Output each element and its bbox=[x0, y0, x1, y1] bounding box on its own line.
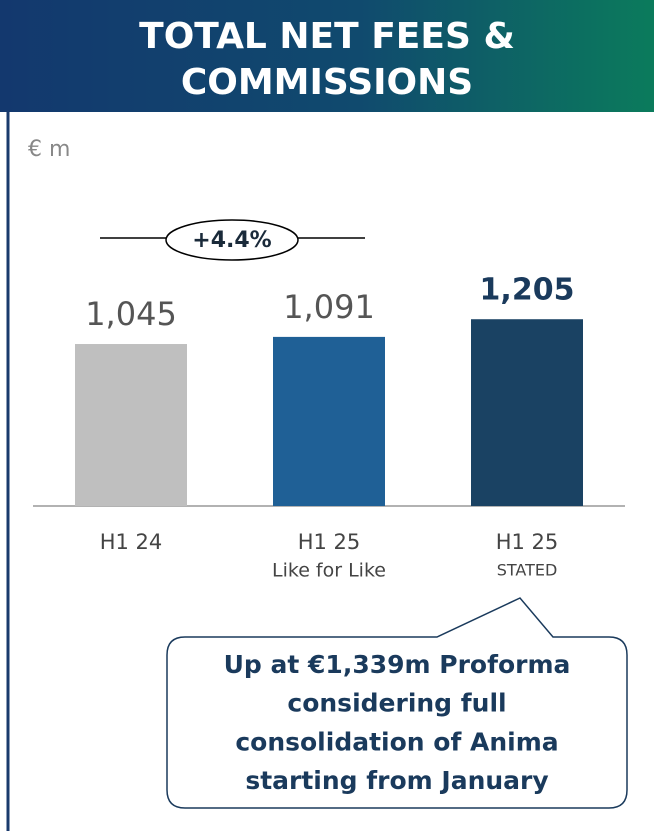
callout-text: considering full bbox=[287, 689, 506, 718]
title: COMMISSIONS bbox=[181, 62, 473, 103]
bar bbox=[471, 319, 583, 506]
callout-box bbox=[166, 597, 628, 809]
value-label: 1,045 bbox=[85, 295, 177, 333]
x-tick-sublabel: Like for Like bbox=[272, 560, 386, 582]
value-label: 1,091 bbox=[283, 288, 375, 326]
x-tick-label: H1 25 bbox=[496, 530, 559, 554]
callout-text: consolidation of Anima bbox=[235, 727, 558, 756]
bar bbox=[75, 344, 187, 506]
x-tick-label: H1 25 bbox=[298, 530, 361, 554]
x-tick-label: H1 24 bbox=[100, 530, 163, 554]
value-label: 1,205 bbox=[480, 273, 575, 308]
callout-text: starting from January bbox=[245, 766, 548, 795]
title: TOTAL NET FEES & bbox=[139, 16, 515, 57]
callout-text: Up at €1,339m Proforma bbox=[224, 650, 571, 679]
bar bbox=[273, 336, 385, 506]
x-tick-sublabel: STATED bbox=[497, 561, 558, 580]
annotation: +4.4% bbox=[192, 228, 271, 253]
annotation-ellipse bbox=[165, 219, 299, 261]
header bbox=[0, 0, 654, 112]
unit-label: € m bbox=[28, 137, 70, 162]
